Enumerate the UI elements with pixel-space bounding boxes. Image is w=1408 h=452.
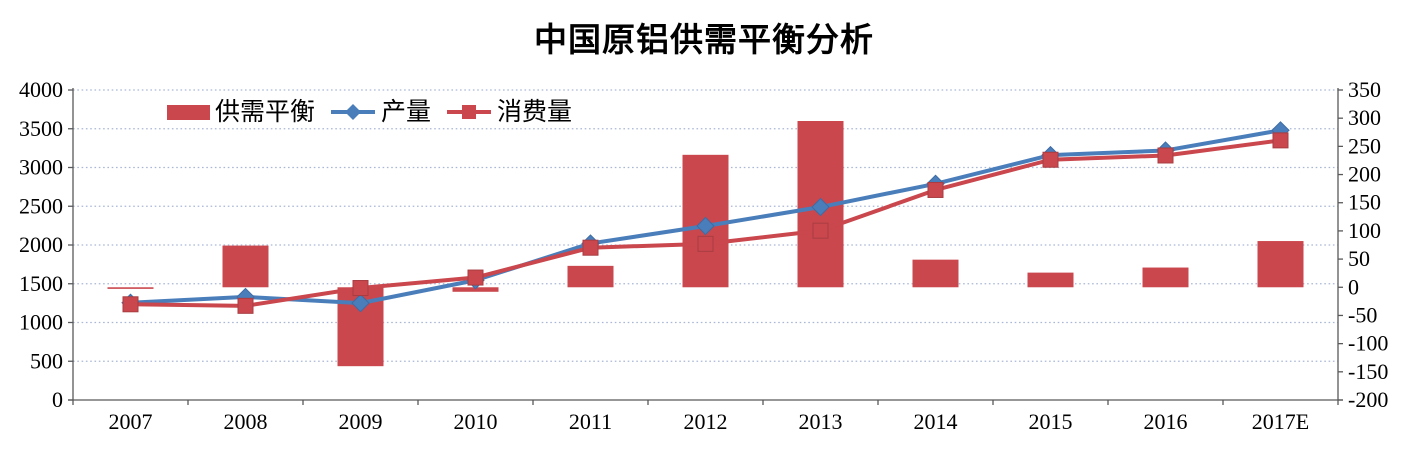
legend-item-balance: 供需平衡 [167, 96, 315, 128]
right-axis-tick-label: -50 [1348, 302, 1377, 327]
x-axis-label-2015: 2015 [1029, 409, 1073, 434]
line-square-swatch-icon [447, 105, 492, 119]
balance-bar-2016 [1142, 267, 1189, 288]
right-axis-tick-label: 250 [1348, 133, 1381, 158]
left-axis-tick-label: 3000 [19, 155, 63, 180]
balance-bar-2014 [912, 259, 959, 288]
x-axis-label-2013: 2013 [799, 409, 843, 434]
legend-label-production: 产量 [381, 97, 432, 126]
x-axis-label-2017E: 2017E [1252, 409, 1309, 434]
balance-bar-2008 [222, 245, 269, 288]
consumption-marker-2009 [352, 280, 369, 297]
consumption-marker-2015 [1042, 151, 1059, 168]
left-axis-tick-label: 4000 [19, 77, 63, 102]
consumption-marker-2007 [122, 296, 139, 313]
consumption-marker-2013 [812, 222, 829, 239]
right-axis-tick-label: 200 [1348, 162, 1381, 187]
right-axis-tick-label: 0 [1348, 274, 1359, 299]
balance-bar-2011 [567, 265, 614, 288]
balance-bar-2007 [107, 287, 154, 289]
consumption-marker-2012 [697, 235, 714, 252]
chart-title: 中国原铝供需平衡分析 [534, 20, 874, 59]
consumption-marker-2016 [1157, 147, 1174, 164]
x-axis-label-2008: 2008 [224, 409, 268, 434]
legend-item-production: 产量 [330, 96, 431, 128]
balance-bar-2010 [452, 287, 499, 292]
consumption-marker-2008 [237, 297, 254, 314]
left-axis-tick-label: 0 [52, 387, 63, 412]
x-axis-label-2014: 2014 [914, 409, 958, 434]
left-axis-tick-label: 1500 [19, 271, 63, 296]
left-axis-tick-label: 3500 [19, 116, 63, 141]
line-diamond-swatch-icon [331, 104, 376, 120]
right-axis-tick-label: -200 [1348, 387, 1388, 412]
right-axis-tick-label: -150 [1348, 359, 1388, 384]
right-axis-tick-label: -100 [1348, 331, 1388, 356]
legend: 供需平衡 产量 消费量 [167, 96, 572, 128]
balance-bar-2015 [1027, 272, 1074, 288]
bar-swatch-icon [167, 104, 210, 120]
x-axis-label-2016: 2016 [1144, 409, 1188, 434]
right-axis-tick-label: 100 [1348, 218, 1381, 243]
left-axis-tick-label: 2500 [19, 193, 63, 218]
production-marker-2012 [696, 216, 715, 236]
production-marker-2009 [351, 293, 370, 313]
consumption-marker-2014 [927, 181, 944, 198]
x-axis-label-2010: 2010 [454, 409, 498, 434]
x-axis-label-2009: 2009 [339, 409, 383, 434]
consumption-marker-2017E [1272, 132, 1289, 149]
balance-bar-2017E [1257, 241, 1304, 288]
x-axis-label-2012: 2012 [684, 409, 728, 434]
right-axis-tick-label: 150 [1348, 190, 1381, 215]
consumption-marker-2010 [467, 269, 484, 286]
legend-item-consumption: 消费量 [446, 96, 572, 128]
x-axis-label-2011: 2011 [569, 409, 612, 434]
right-axis-tick-label: 350 [1348, 77, 1381, 102]
left-axis-tick-label: 1000 [19, 310, 63, 335]
right-axis-tick-label: 50 [1348, 246, 1370, 271]
legend-label-balance: 供需平衡 [215, 97, 316, 126]
right-axis-tick-label: 300 [1348, 105, 1381, 130]
left-axis-tick-label: 500 [30, 348, 63, 373]
legend-label-consumption: 消费量 [497, 97, 573, 126]
left-axis-tick-label: 2000 [19, 232, 63, 257]
consumption-marker-2011 [582, 239, 599, 256]
production-marker-2013 [811, 197, 830, 217]
x-axis-label-2007: 2007 [109, 409, 153, 434]
